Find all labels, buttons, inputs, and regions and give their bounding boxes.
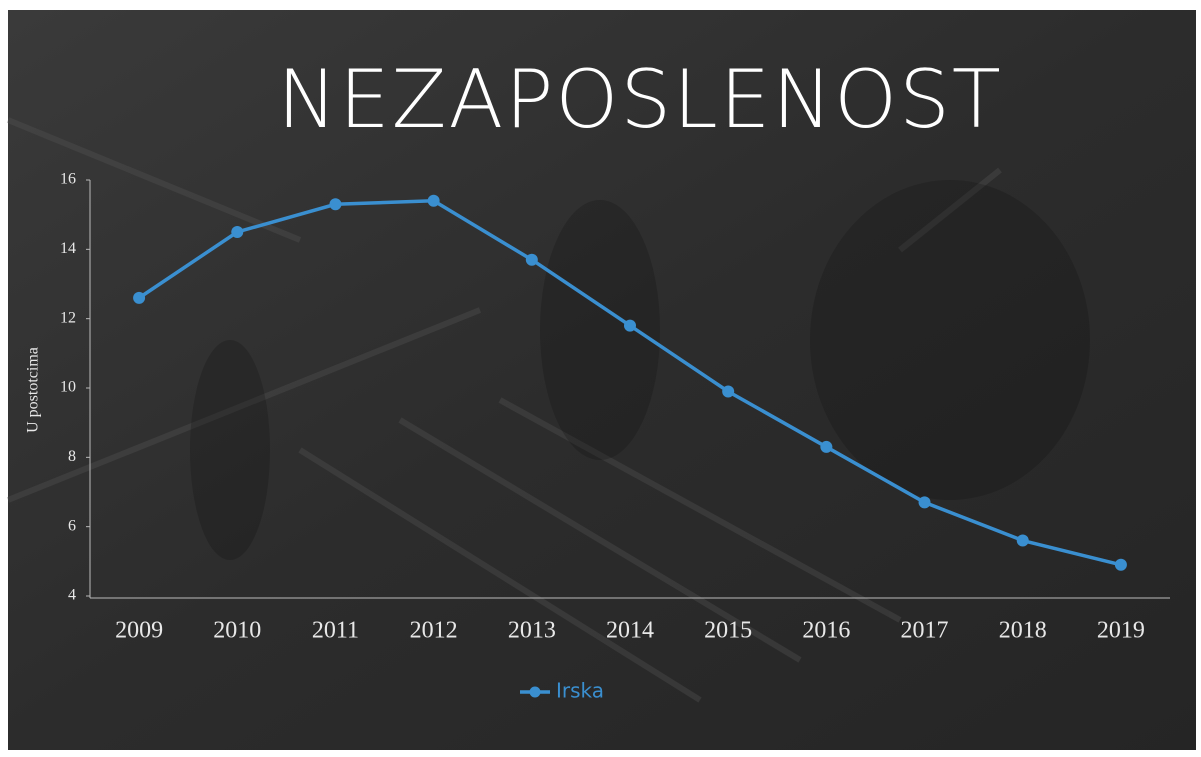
data-point: [231, 226, 244, 238]
y-axis-label: U postotcima: [25, 347, 42, 433]
chart-title: NEZAPOSLENOST: [277, 53, 1003, 146]
y-tick-label: 6: [68, 517, 76, 534]
x-tick-label: 2011: [312, 618, 359, 644]
data-point: [329, 198, 342, 211]
photo-texture: [6, 117, 1002, 703]
legend-label: Irska: [556, 679, 604, 703]
photo-shadows: [190, 180, 1090, 560]
x-tick-label: 2018: [999, 618, 1047, 644]
x-tick-label: 2017: [901, 618, 949, 644]
x-tick-label: 2010: [213, 618, 261, 644]
data-point: [624, 319, 636, 332]
y-tick-label: 4: [68, 587, 76, 604]
legend-swatch-marker: [529, 686, 541, 698]
y-tick-label: 12: [60, 309, 76, 326]
data-point: [1114, 558, 1127, 571]
background-photo: [8, 10, 1196, 750]
data-point: [427, 194, 440, 207]
legend: Irska: [520, 679, 604, 703]
x-tick-label: 2019: [1097, 618, 1145, 644]
x-tick-label: 2014: [606, 618, 654, 644]
x-tick-label: 2013: [508, 618, 556, 644]
data-point: [820, 440, 833, 453]
y-tick-label: 8: [68, 448, 76, 465]
data-point: [918, 496, 931, 509]
data-point: [133, 291, 146, 304]
y-tick-label: 14: [60, 240, 76, 257]
x-tick-label: 2012: [410, 618, 458, 644]
x-tick-label: 2009: [115, 618, 163, 644]
y-tick-label: 10: [60, 379, 76, 396]
data-point: [722, 385, 735, 398]
x-tick-label: 2015: [704, 618, 752, 644]
data-point: [1016, 534, 1029, 547]
data-point: [525, 253, 538, 266]
x-tick-label: 2016: [802, 618, 850, 644]
y-tick-label: 16: [60, 171, 76, 188]
